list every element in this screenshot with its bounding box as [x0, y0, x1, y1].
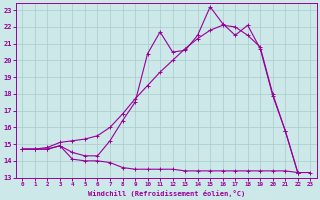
X-axis label: Windchill (Refroidissement éolien,°C): Windchill (Refroidissement éolien,°C)	[88, 190, 245, 197]
